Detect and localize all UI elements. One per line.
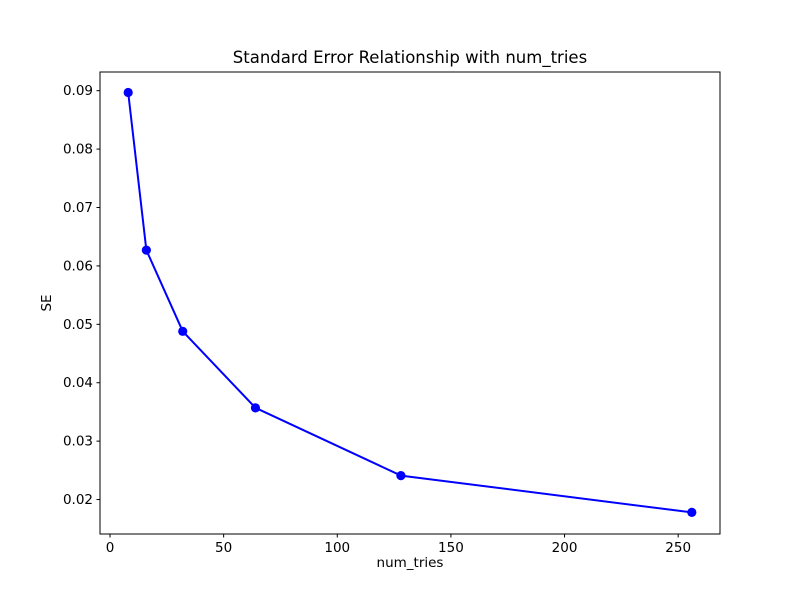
x-axis-label: num_tries xyxy=(376,555,444,571)
y-tick-label: 0.08 xyxy=(63,142,93,158)
x-tick-label: 200 xyxy=(552,540,578,556)
y-tick-label: 0.07 xyxy=(63,200,93,216)
data-point-marker xyxy=(687,507,697,517)
y-tick-label: 0.03 xyxy=(63,434,93,450)
y-tick-label: 0.09 xyxy=(63,83,93,99)
x-tick-label: 250 xyxy=(665,540,691,556)
data-point-marker xyxy=(141,245,151,255)
y-tick-label: 0.05 xyxy=(63,317,93,333)
x-tick-label: 0 xyxy=(106,540,115,556)
x-tick-label: 50 xyxy=(215,540,232,556)
y-tick-label: 0.06 xyxy=(63,258,93,274)
data-point-marker xyxy=(250,403,261,413)
x-tick-label: 100 xyxy=(324,540,350,556)
y-tick-label: 0.04 xyxy=(63,375,93,391)
data-point-marker xyxy=(178,326,188,336)
y-tick-label: 0.02 xyxy=(63,492,93,508)
x-tick-label: 150 xyxy=(438,540,464,556)
data-point-marker xyxy=(396,470,406,481)
chart-title: Standard Error Relationship with num_tri… xyxy=(232,48,588,67)
y-axis-label: SE xyxy=(39,294,55,312)
series-line xyxy=(127,91,693,514)
data-point-marker xyxy=(123,87,133,98)
axes-frame xyxy=(99,71,721,535)
